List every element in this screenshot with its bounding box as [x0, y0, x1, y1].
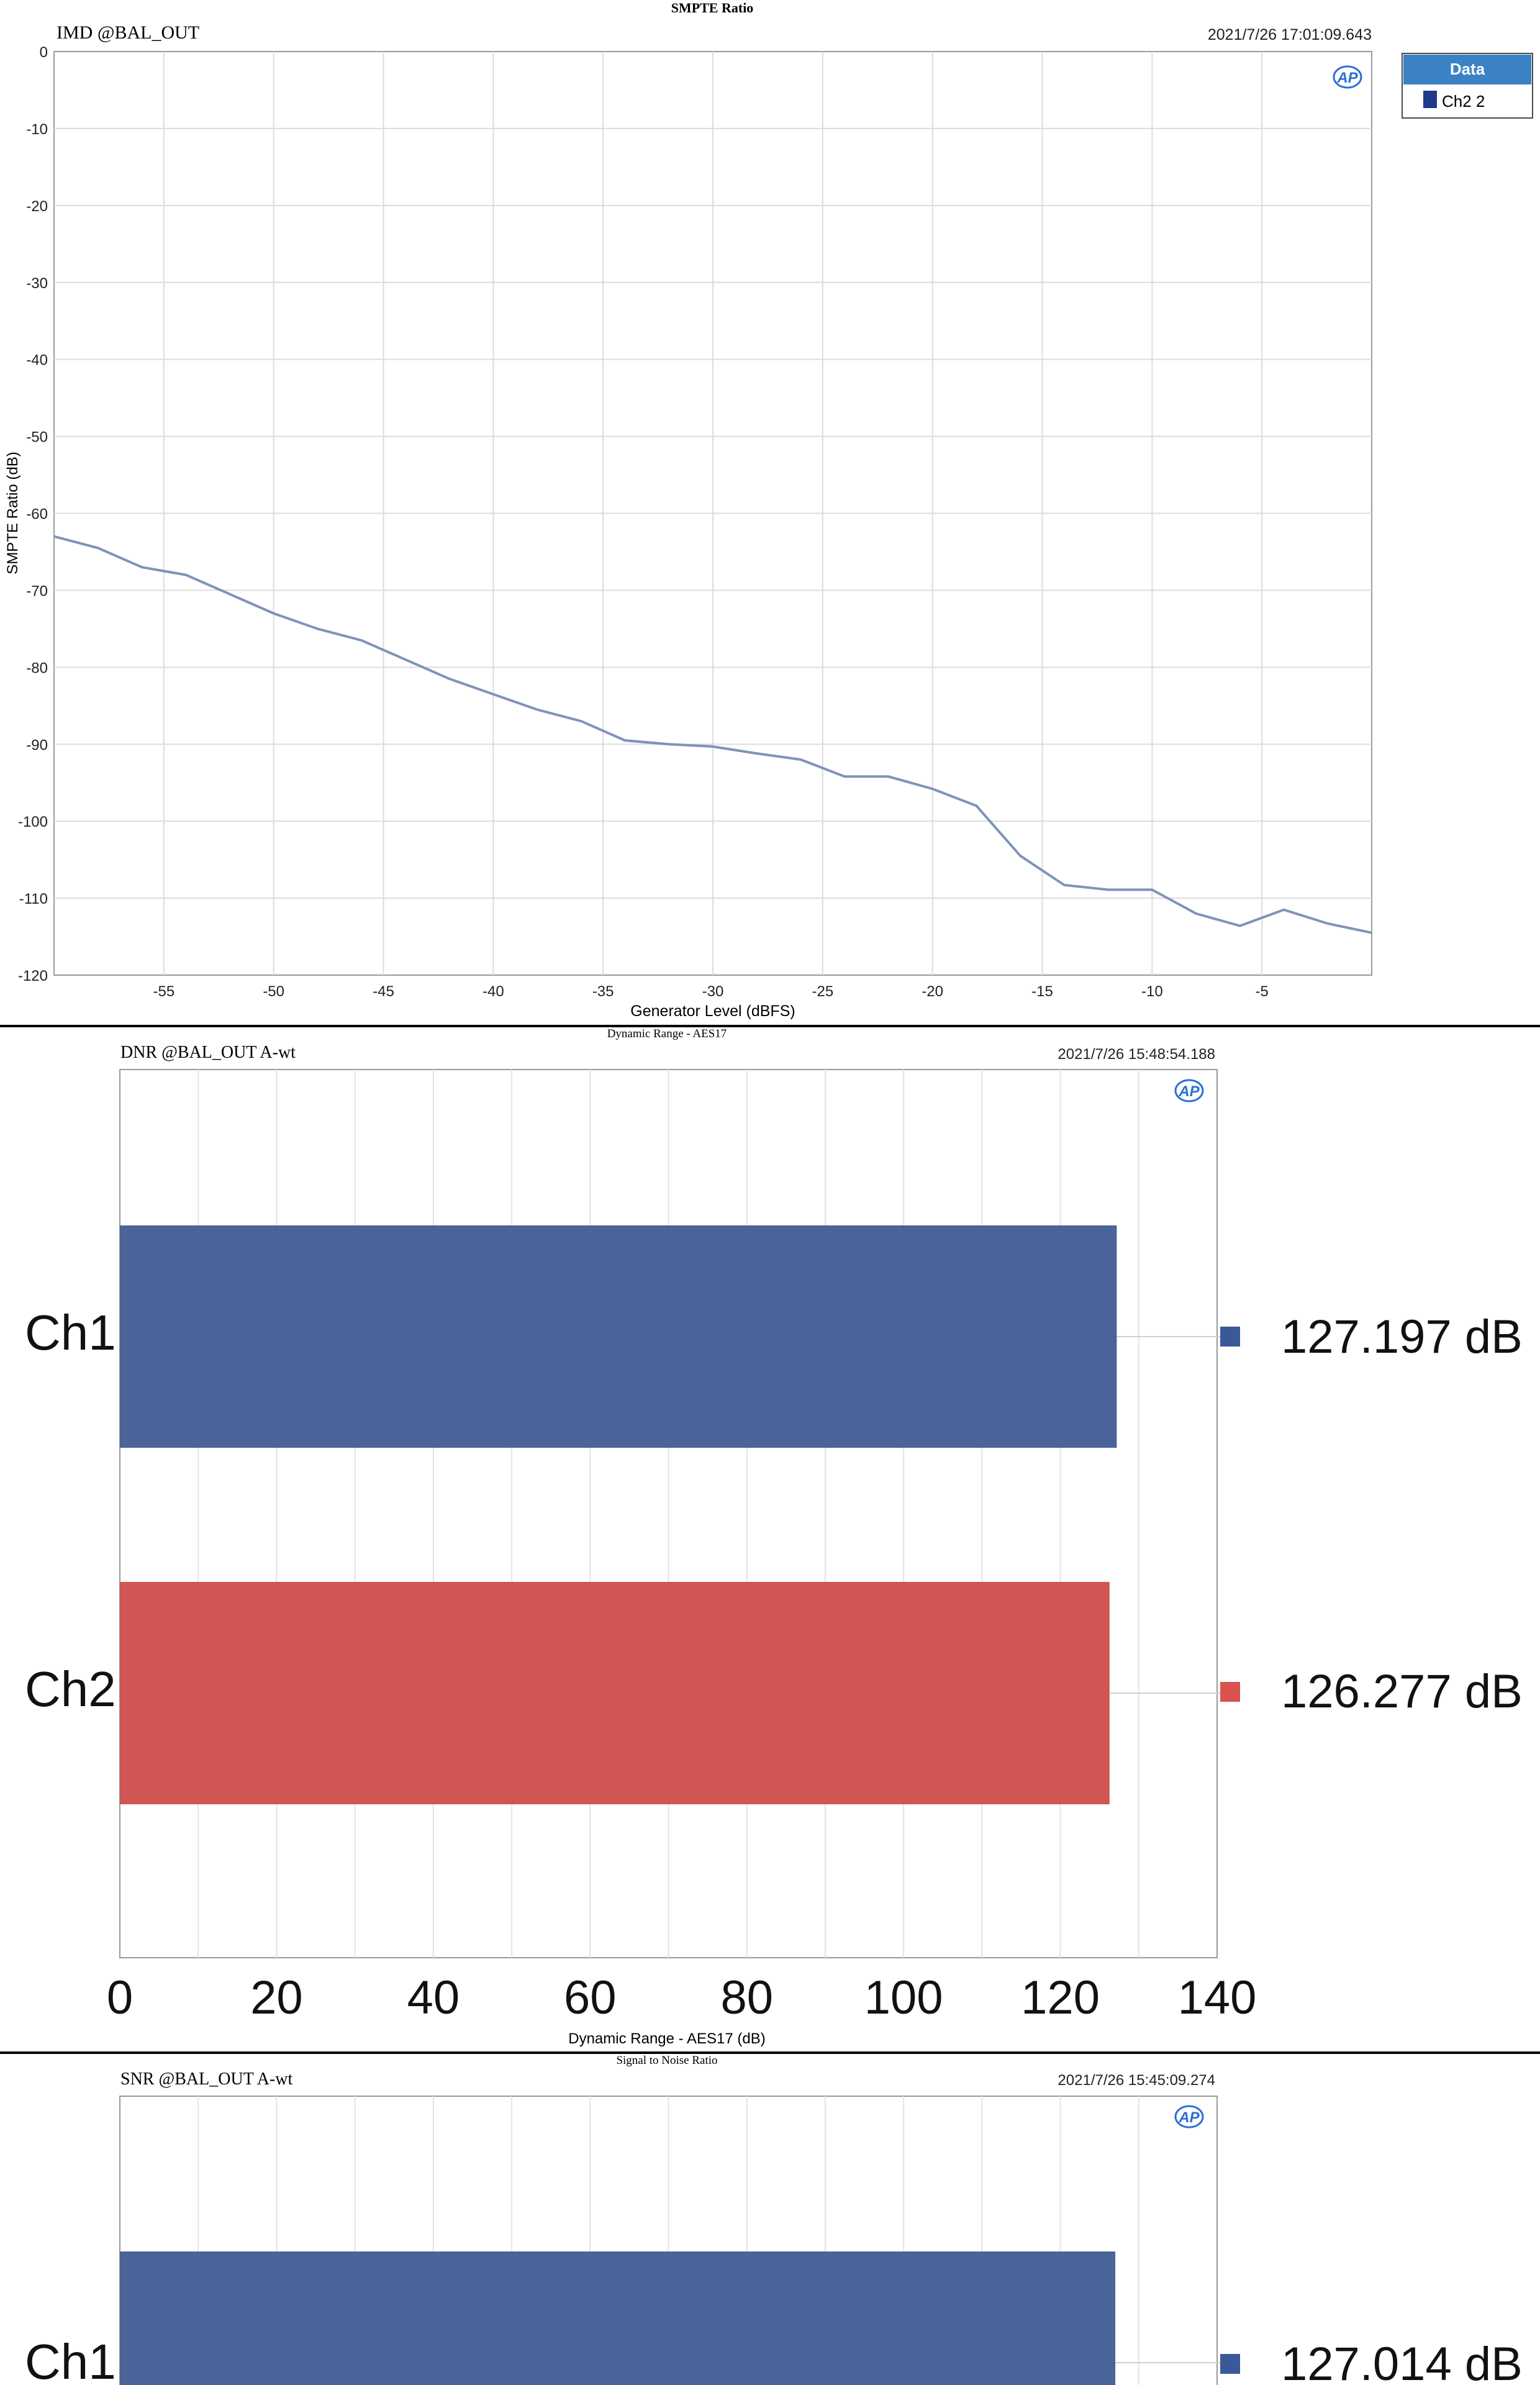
snr-value-label-ch1: 127.014 dB — [1281, 2338, 1523, 2385]
imd-x-tick-label: -10 — [1141, 983, 1163, 1000]
imd-series-line-ch2 — [53, 535, 1372, 934]
bar-x-tick-label: 120 — [1021, 1971, 1100, 2024]
imd-x-tick-label: -30 — [702, 983, 724, 1000]
imd-y-axis-label: SMPTE Ratio (dB) — [4, 452, 21, 574]
imd-x-tick-label: -45 — [373, 983, 394, 1000]
dnr-value-marker-ch1 — [1220, 1327, 1240, 1347]
bar-x-tick-label: 60 — [564, 1971, 617, 2024]
imd-chart-panel: SMPTE Ratio IMD @BAL_OUT 2021/7/26 17:01… — [4, 0, 1533, 1020]
ap-logo-text: AP — [1178, 2109, 1200, 2126]
bar-x-tick-label: 140 — [1178, 1971, 1257, 2024]
imd-y-tick-label: -110 — [19, 891, 48, 907]
imd-y-tick-label: -30 — [26, 275, 48, 292]
imd-legend: Data Ch2 2 — [1402, 53, 1533, 119]
snr-chart-title: Signal to Noise Ratio — [616, 2054, 717, 2067]
ap-logo-icon: AP — [1174, 2105, 1204, 2128]
dnr-value-marker-ch2 — [1220, 1682, 1240, 1702]
dnr-chart-title: Dynamic Range - AES17 — [607, 1027, 727, 1040]
dnr-chart-panel: Dynamic Range - AES17 DNR @BAL_OUT A-wt … — [25, 1027, 1523, 2047]
imd-x-tick-label: -35 — [592, 983, 614, 1000]
imd-x-tick-label: -50 — [263, 983, 284, 1000]
snr-category-ch1: Ch1 — [25, 2334, 116, 2385]
imd-x-tick-labels: -55 -50 -45 -40 -35 -30 -25 -20 -15 -10 -5 — [153, 983, 1268, 1000]
snr-chart-timestamp: 2021/7/26 15:45:09.274 — [1058, 2072, 1215, 2089]
imd-y-tick-labels: 0 -10 -20 -30 -40 -50 -60 -70 -80 -90 -100 -110 -120 — [18, 44, 48, 984]
imd-y-tick-label: -60 — [26, 506, 48, 523]
dnr-x-tick-labels: 0 20 40 60 80 100 120 140 — [107, 1971, 1257, 2024]
snr-value-marker-ch1 — [1220, 2354, 1240, 2374]
imd-y-tick-label: -20 — [26, 198, 48, 215]
dnr-chart-timestamp: 2021/7/26 15:48:54.188 — [1058, 1046, 1215, 1063]
dnr-x-axis-label: Dynamic Range - AES17 (dB) — [568, 2030, 765, 2047]
dnr-value-label-ch2: 126.277 dB — [1281, 1665, 1523, 1718]
bar-ch1 — [120, 2251, 1116, 2385]
imd-x-tick-label: -25 — [812, 983, 833, 1000]
imd-y-tick-label: -70 — [26, 583, 48, 599]
imd-y-tick-label: -10 — [26, 121, 48, 138]
dnr-gridlines — [197, 1070, 1139, 1958]
panel-divider — [0, 2051, 1540, 2054]
imd-chart-subtitle: IMD @BAL_OUT — [57, 22, 199, 43]
imd-y-tick-label: 0 — [40, 44, 48, 61]
ap-logo-text: AP — [1336, 70, 1358, 86]
legend-swatch-ch2 — [1423, 91, 1437, 108]
dnr-category-ch2: Ch2 — [25, 1661, 116, 1717]
bar-x-tick-label: 80 — [720, 1971, 773, 2024]
bar-x-tick-label: 40 — [407, 1971, 460, 2024]
imd-x-tick-label: -20 — [922, 983, 943, 1000]
bar-ch2 — [120, 1582, 1110, 1804]
ap-logo-text: AP — [1178, 1083, 1200, 1100]
snr-bars — [120, 2251, 1221, 2385]
snr-chart-subtitle: SNR @BAL_OUT A-wt — [120, 2069, 293, 2089]
imd-x-tick-label: -40 — [482, 983, 504, 1000]
ap-logo-icon: AP — [1333, 65, 1362, 89]
panel-divider — [0, 1025, 1540, 1027]
legend-item-ch2: Ch2 2 — [1442, 92, 1485, 111]
imd-x-axis-label: Generator Level (dBFS) — [630, 1002, 795, 1020]
imd-y-tick-label: -80 — [26, 660, 48, 676]
imd-y-tick-label: -40 — [26, 352, 48, 369]
dnr-category-ch1: Ch1 — [25, 1305, 116, 1360]
bar-x-tick-label: 20 — [250, 1971, 303, 2024]
imd-x-tick-label: -5 — [1255, 983, 1268, 1000]
bar-x-tick-label: 100 — [864, 1971, 943, 2024]
imd-x-tick-label: -15 — [1031, 983, 1053, 1000]
imd-chart-title: SMPTE Ratio — [671, 0, 754, 16]
dnr-chart-subtitle: DNR @BAL_OUT A-wt — [120, 1043, 296, 1062]
imd-y-tick-label: -50 — [26, 429, 48, 446]
imd-y-tick-label: -100 — [18, 814, 48, 830]
snr-chart-panel: Signal to Noise Ratio SNR @BAL_OUT A-wt … — [25, 2054, 1523, 2385]
bar-x-tick-label: 0 — [107, 1971, 133, 2024]
imd-gridlines — [54, 52, 1372, 975]
dnr-value-label-ch1: 127.197 dB — [1281, 1311, 1523, 1363]
legend-header: Data — [1450, 60, 1485, 78]
imd-x-tick-label: -55 — [153, 983, 174, 1000]
ap-logo-icon: AP — [1174, 1079, 1204, 1102]
imd-y-tick-label: -90 — [26, 737, 48, 753]
imd-chart-timestamp: 2021/7/26 17:01:09.643 — [1208, 26, 1372, 43]
dnr-bars — [120, 1225, 1221, 1804]
bar-ch1 — [120, 1225, 1117, 1448]
imd-y-tick-label: -120 — [18, 968, 48, 984]
